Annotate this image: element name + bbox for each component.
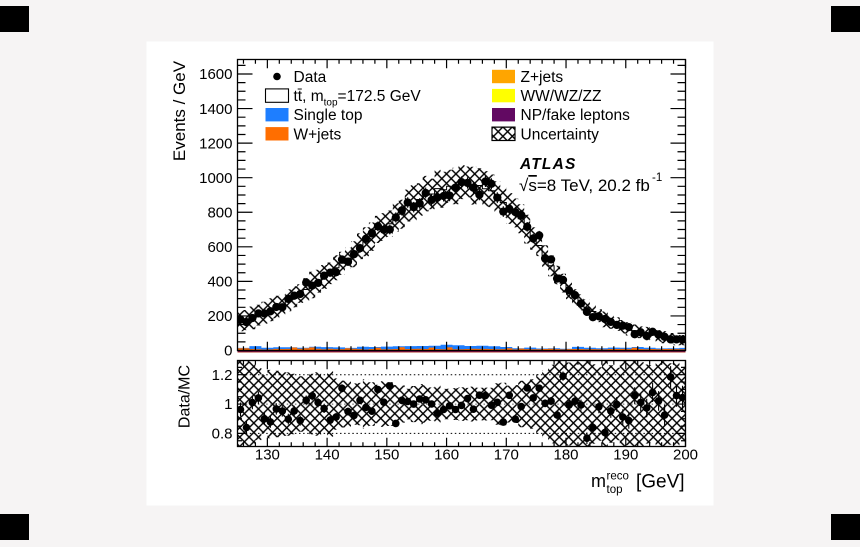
svg-text:-1: -1 bbox=[652, 172, 662, 184]
svg-text:Data/MC: Data/MC bbox=[177, 365, 194, 428]
svg-text:0: 0 bbox=[224, 343, 232, 360]
svg-text:Data: Data bbox=[294, 69, 327, 86]
svg-text:400: 400 bbox=[207, 274, 232, 291]
svg-text:1.2: 1.2 bbox=[212, 367, 233, 384]
svg-text:170: 170 bbox=[494, 447, 519, 464]
svg-text:reco: reco bbox=[607, 471, 629, 483]
svg-text:800: 800 bbox=[207, 204, 232, 221]
svg-text:m: m bbox=[591, 471, 606, 491]
svg-text:140: 140 bbox=[315, 447, 340, 464]
svg-text:1000: 1000 bbox=[199, 170, 232, 187]
svg-text:200: 200 bbox=[673, 447, 698, 464]
svg-text:1400: 1400 bbox=[199, 101, 232, 118]
svg-text:190: 190 bbox=[613, 447, 638, 464]
svg-text:0.8: 0.8 bbox=[212, 426, 233, 443]
svg-text:160: 160 bbox=[434, 447, 459, 464]
svg-text:Uncertainty: Uncertainty bbox=[521, 126, 600, 143]
svg-text:1: 1 bbox=[224, 396, 232, 413]
svg-text:150: 150 bbox=[374, 447, 399, 464]
svg-text:top: top bbox=[607, 484, 623, 496]
svg-text:WW/WZ/ZZ: WW/WZ/ZZ bbox=[521, 88, 602, 105]
svg-text:W+jets: W+jets bbox=[294, 126, 342, 143]
svg-text:600: 600 bbox=[207, 239, 232, 256]
svg-text:[GeV]: [GeV] bbox=[636, 472, 685, 493]
svg-text:tt̄, mtop=172.5 GeV: tt̄, mtop=172.5 GeV bbox=[294, 88, 422, 109]
svg-text:200: 200 bbox=[207, 308, 232, 325]
svg-text:√s=8 TeV, 20.2 fb: √s=8 TeV, 20.2 fb bbox=[519, 176, 650, 195]
svg-text:Single top: Single top bbox=[294, 107, 363, 124]
svg-text:Z+jets: Z+jets bbox=[521, 69, 564, 86]
svg-text:1200: 1200 bbox=[199, 135, 232, 152]
svg-text:1600: 1600 bbox=[199, 66, 232, 83]
svg-text:ATLAS: ATLAS bbox=[519, 156, 577, 173]
svg-text:Events / GeV: Events / GeV bbox=[170, 60, 189, 161]
svg-text:130: 130 bbox=[255, 447, 280, 464]
svg-text:NP/fake leptons: NP/fake leptons bbox=[521, 107, 631, 124]
svg-text:180: 180 bbox=[553, 447, 578, 464]
